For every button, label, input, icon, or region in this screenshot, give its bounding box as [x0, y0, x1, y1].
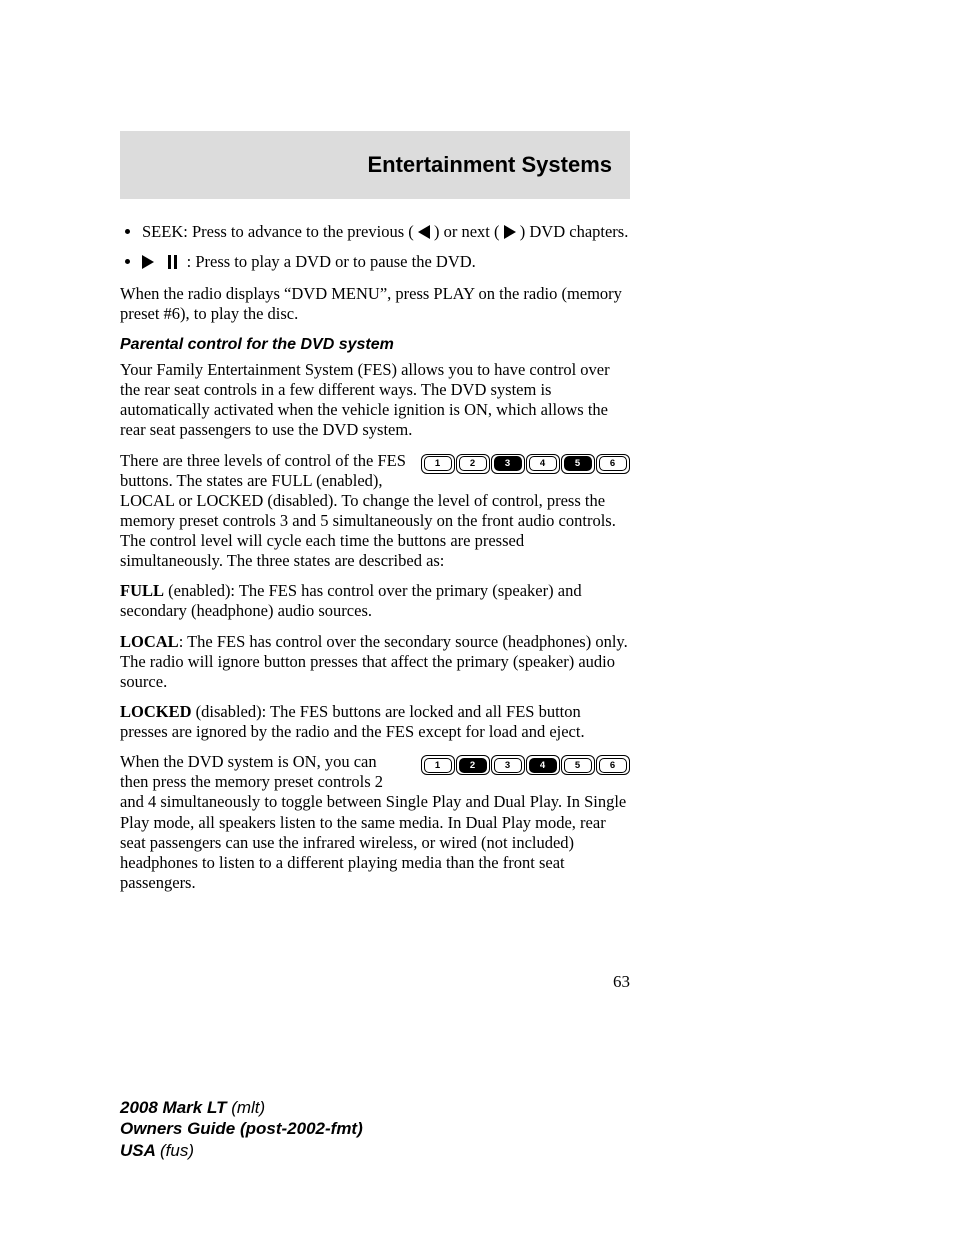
preset-button-label: 4 — [529, 758, 557, 773]
preset-button-label: 4 — [529, 456, 557, 471]
play-icon — [142, 255, 154, 269]
footer-region-code: (fus) — [160, 1141, 194, 1160]
bullet-playpause: : Press to play a DVD or to pause the DV… — [142, 252, 630, 274]
preset-button-3: 3 — [491, 755, 525, 775]
preset-row-2: 123456 — [420, 754, 630, 775]
pause-icon — [166, 254, 178, 274]
body-content: SEEK: Press to advance to the previous (… — [120, 222, 630, 903]
single-dual-block: 123456 When the DVD system is ON, you ca… — [120, 752, 630, 893]
control-levels-block: 123456 There are three levels of control… — [120, 451, 630, 572]
state-locked: LOCKED (disabled): The FES buttons are l… — [120, 702, 630, 742]
preset-button-6: 6 — [596, 755, 630, 775]
preset-button-5: 5 — [561, 755, 595, 775]
preset-button-3: 3 — [491, 454, 525, 474]
page: Entertainment Systems SEEK: Press to adv… — [0, 0, 954, 1235]
preset-button-label: 6 — [599, 758, 627, 773]
footer-model: 2008 Mark LT — [120, 1098, 231, 1117]
seek-text-pre: SEEK: Press to advance to the previous ( — [142, 222, 414, 241]
preset-button-label: 3 — [494, 758, 522, 773]
preset-button-6: 6 — [596, 454, 630, 474]
dvd-menu-note: When the radio displays “DVD MENU”, pres… — [120, 284, 630, 324]
state-locked-label: LOCKED — [120, 702, 192, 721]
preset-button-5: 5 — [561, 454, 595, 474]
state-local-desc: : The FES has control over the secondary… — [120, 632, 628, 691]
section-heading-parental: Parental control for the DVD system — [120, 335, 630, 355]
preset-button-label: 5 — [564, 758, 592, 773]
footer-region: USA — [120, 1141, 160, 1160]
preset-button-2: 2 — [456, 454, 490, 474]
preset-button-label: 1 — [424, 456, 452, 471]
seek-text-mid: ) or next ( — [434, 222, 500, 241]
seek-text-post: ) DVD chapters. — [520, 222, 629, 241]
state-full: FULL (enabled): The FES has control over… — [120, 581, 630, 621]
preset-button-1: 1 — [421, 454, 455, 474]
footer-line-2: Owners Guide (post-2002-fmt) — [120, 1118, 363, 1139]
footer-line-1: 2008 Mark LT (mlt) — [120, 1097, 363, 1118]
preset-button-label: 5 — [564, 456, 592, 471]
page-number: 63 — [613, 972, 630, 992]
footer-line-3: USA (fus) — [120, 1140, 363, 1161]
state-local-label: LOCAL — [120, 632, 179, 651]
parental-intro: Your Family Entertainment System (FES) a… — [120, 360, 630, 441]
footer: 2008 Mark LT (mlt) Owners Guide (post-20… — [120, 1097, 363, 1161]
state-full-label: FULL — [120, 581, 164, 600]
footer-guide: Owners Guide (post-2002-fmt) — [120, 1119, 363, 1138]
preset-button-4: 4 — [526, 454, 560, 474]
preset-button-4: 4 — [526, 755, 560, 775]
preset-button-label: 1 — [424, 758, 452, 773]
preset-row-1: 123456 — [420, 453, 630, 474]
preset-button-label: 3 — [494, 456, 522, 471]
preset-button-2: 2 — [456, 755, 490, 775]
previous-icon — [418, 225, 430, 239]
preset-button-label: 6 — [599, 456, 627, 471]
state-local: LOCAL: The FES has control over the seco… — [120, 632, 630, 692]
preset-button-label: 2 — [459, 758, 487, 773]
next-icon — [504, 225, 516, 239]
header-bar: Entertainment Systems — [120, 131, 630, 199]
bullet-seek: SEEK: Press to advance to the previous (… — [142, 222, 630, 242]
feature-bullets: SEEK: Press to advance to the previous (… — [120, 222, 630, 274]
state-full-desc: (enabled): The FES has control over the … — [120, 581, 582, 620]
footer-model-code: (mlt) — [231, 1098, 265, 1117]
page-title: Entertainment Systems — [367, 152, 612, 178]
playpause-text: : Press to play a DVD or to pause the DV… — [187, 252, 476, 271]
preset-button-1: 1 — [421, 755, 455, 775]
preset-button-label: 2 — [459, 456, 487, 471]
